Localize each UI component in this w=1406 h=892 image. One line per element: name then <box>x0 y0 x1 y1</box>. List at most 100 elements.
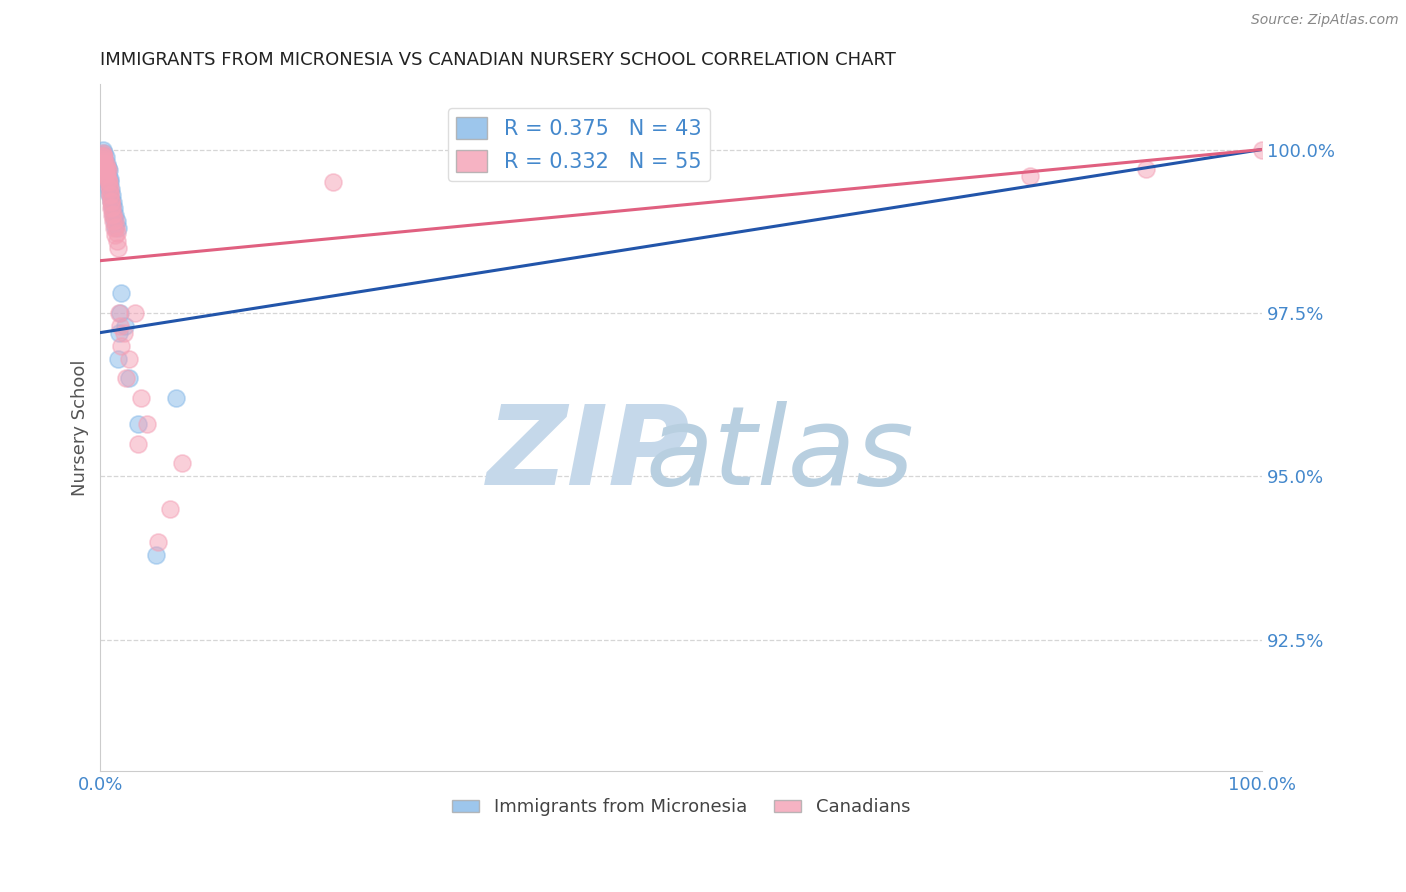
Point <box>101 214 124 228</box>
Point <box>165 391 187 405</box>
Point <box>101 194 124 209</box>
Point <box>103 206 125 220</box>
Point <box>104 227 127 242</box>
Point <box>1018 169 1040 183</box>
Point <box>94 159 117 173</box>
Point <box>129 391 152 405</box>
Point <box>1135 162 1157 177</box>
Point <box>96 174 118 188</box>
Point <box>103 213 125 227</box>
Point <box>100 202 122 216</box>
Point <box>97 180 120 194</box>
Point <box>97 163 120 178</box>
Point <box>98 186 121 201</box>
Point <box>108 319 131 334</box>
Point <box>94 167 117 181</box>
Point <box>94 161 117 175</box>
Point <box>103 202 125 216</box>
Point <box>127 436 149 450</box>
Point <box>97 169 120 183</box>
Point <box>322 175 344 189</box>
Point <box>170 456 193 470</box>
Point <box>96 169 118 183</box>
Point <box>100 194 122 208</box>
Point <box>93 154 115 169</box>
Point <box>93 153 115 167</box>
Point <box>104 219 127 234</box>
Point <box>127 417 149 431</box>
Point <box>108 326 131 340</box>
Point <box>105 234 128 248</box>
Point <box>124 306 146 320</box>
Point <box>159 502 181 516</box>
Point <box>96 165 118 179</box>
Point <box>90 149 112 163</box>
Point <box>107 241 129 255</box>
Point <box>98 188 121 202</box>
Point <box>94 157 117 171</box>
Point <box>96 165 118 179</box>
Text: IMMIGRANTS FROM MICRONESIA VS CANADIAN NURSERY SCHOOL CORRELATION CHART: IMMIGRANTS FROM MICRONESIA VS CANADIAN N… <box>100 51 896 69</box>
Point <box>91 145 114 160</box>
Point <box>97 161 120 175</box>
Point <box>91 147 114 161</box>
Point <box>108 306 131 320</box>
Point <box>91 155 114 169</box>
Point <box>135 417 157 431</box>
Point <box>91 147 114 161</box>
Point <box>118 351 141 366</box>
Point <box>108 306 131 320</box>
Point <box>112 326 135 340</box>
Point <box>101 206 124 220</box>
Point <box>94 162 117 177</box>
Point <box>103 221 125 235</box>
Point <box>98 172 121 186</box>
Point <box>93 150 115 164</box>
Point <box>97 180 120 194</box>
Point <box>1251 143 1274 157</box>
Point <box>98 163 121 178</box>
Point <box>101 200 124 214</box>
Point <box>114 319 136 334</box>
Point <box>93 159 115 173</box>
Point <box>100 194 122 209</box>
Point <box>93 154 115 169</box>
Text: ZIP: ZIP <box>486 401 690 508</box>
Point <box>105 226 128 240</box>
Point <box>94 150 117 164</box>
Point <box>96 161 118 175</box>
Point <box>96 157 118 171</box>
Point <box>104 219 127 234</box>
Point <box>115 371 138 385</box>
Point <box>105 214 128 228</box>
Point <box>98 186 121 201</box>
Point <box>100 194 122 208</box>
Point <box>98 182 121 196</box>
Point <box>100 182 122 196</box>
Point <box>110 286 132 301</box>
Point <box>100 200 122 214</box>
Point <box>145 548 167 562</box>
Text: atlas: atlas <box>645 401 914 508</box>
Point <box>93 145 115 160</box>
Point <box>101 208 124 222</box>
Point <box>91 149 114 163</box>
Point <box>96 162 118 177</box>
Point <box>107 221 129 235</box>
Point <box>91 153 114 167</box>
Legend: Immigrants from Micronesia, Canadians: Immigrants from Micronesia, Canadians <box>444 791 917 823</box>
Point <box>98 175 121 189</box>
Point <box>91 143 114 157</box>
Point <box>94 161 117 175</box>
Point <box>103 213 125 227</box>
Point <box>669 155 692 169</box>
Y-axis label: Nursery School: Nursery School <box>72 359 89 496</box>
Point <box>110 339 132 353</box>
Point <box>96 167 118 181</box>
Point <box>148 534 170 549</box>
Point <box>91 155 114 169</box>
Point <box>101 188 124 202</box>
Text: Source: ZipAtlas.com: Source: ZipAtlas.com <box>1251 13 1399 28</box>
Point <box>98 175 121 189</box>
Point <box>104 208 127 222</box>
